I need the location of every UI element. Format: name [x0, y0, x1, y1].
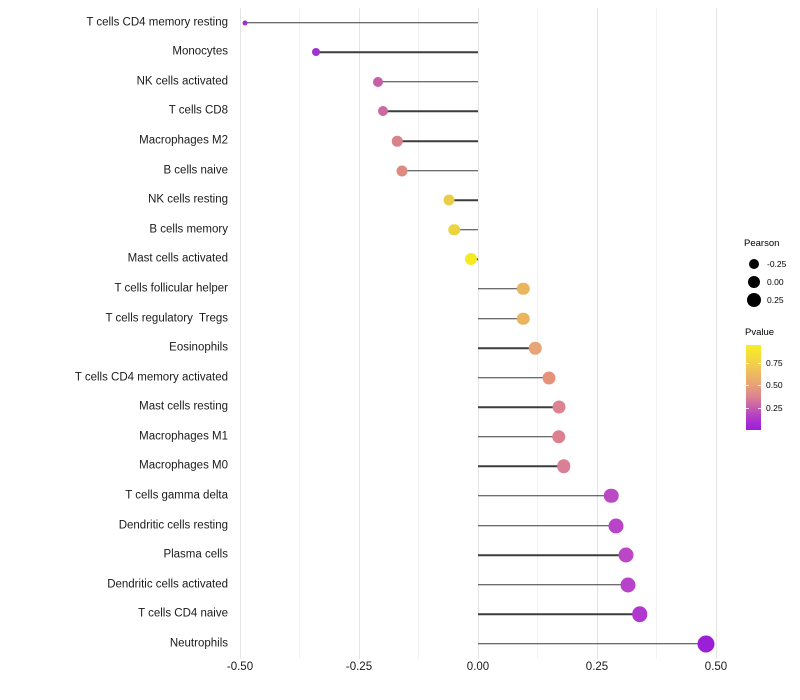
data-dot [552, 400, 566, 414]
category-label: Macrophages M1 [139, 430, 228, 443]
category-label: Macrophages M2 [139, 134, 228, 147]
pvalue-gradient-bar [746, 345, 761, 430]
gradient-tick [746, 384, 749, 386]
category-label: T cells CD4 memory activated [74, 371, 228, 384]
gradient-tick [758, 407, 761, 409]
category-label: Dendritic cells resting [118, 519, 228, 532]
category-label: T cells CD4 naive [138, 607, 228, 620]
gridline-major [477, 8, 479, 659]
stem [449, 199, 478, 201]
category-label: T cells regulatory Tregs [105, 312, 228, 324]
category-label: Mast cells activated [127, 252, 228, 265]
data-dot [697, 635, 715, 653]
gridline-minor [656, 8, 657, 659]
stem [401, 169, 478, 172]
stem [478, 347, 536, 349]
data-dot [396, 165, 408, 177]
stem [478, 406, 559, 408]
gradient-tick [758, 362, 761, 364]
category-label: T cells CD4 memory resting [86, 16, 228, 29]
stem [316, 51, 478, 54]
gradient-tick [746, 407, 749, 409]
gridline-major [596, 8, 598, 659]
data-dot [552, 430, 566, 444]
stem [382, 110, 478, 113]
legend-size-dot [748, 275, 760, 288]
gradient-tick-label: 0.50 [766, 379, 783, 390]
data-dot [632, 606, 648, 623]
stem [478, 288, 524, 290]
x-tick-label: 0.00 [466, 661, 490, 673]
gradient-tick [746, 362, 749, 364]
pearson-legend-title: Pearson [744, 238, 780, 249]
gradient-tick-label: 0.25 [766, 402, 783, 413]
data-dot [608, 518, 624, 534]
data-dot [542, 371, 556, 385]
legend-size-label: -0.25 [767, 258, 787, 269]
category-label: Macrophages M0 [139, 459, 228, 472]
category-label: B cells memory [149, 223, 228, 236]
data-dot [516, 282, 530, 296]
category-label: Neutrophils [169, 637, 228, 650]
category-label: Dendritic cells activated [107, 578, 228, 591]
gridline-major [358, 8, 360, 659]
category-label: Plasma cells [163, 548, 228, 561]
stem [478, 436, 559, 438]
x-tick-label: -0.50 [226, 661, 254, 673]
x-tick-label: -0.25 [345, 661, 373, 673]
category-label: Monocytes [172, 45, 228, 58]
data-dot [604, 488, 619, 504]
data-dot [377, 106, 388, 117]
stem [478, 495, 612, 497]
stem [397, 140, 478, 142]
gridline-major [715, 8, 717, 659]
data-dot [312, 48, 321, 57]
data-dot [620, 577, 636, 593]
data-dot [618, 547, 634, 563]
stem [478, 317, 524, 320]
data-dot [464, 253, 477, 266]
category-label: NK cells activated [136, 75, 228, 88]
gradient-tick [758, 384, 761, 386]
data-dot [373, 76, 384, 87]
data-dot [443, 194, 455, 206]
stem [478, 376, 550, 379]
category-label: Eosinophils [169, 341, 228, 354]
stem [478, 613, 640, 616]
stem [478, 643, 707, 645]
gridline-minor [537, 8, 538, 659]
legend-size-dot [749, 258, 759, 269]
data-dot [556, 459, 571, 474]
category-label: T cells follicular helper [114, 282, 228, 295]
stem [378, 81, 478, 83]
gridline-minor [299, 8, 300, 659]
gradient-tick-label: 0.75 [766, 357, 783, 368]
stem [454, 229, 478, 231]
stem [478, 465, 564, 468]
category-label: T cells gamma delta [125, 489, 228, 502]
x-tick-label: 0.25 [585, 661, 609, 673]
category-label: B cells naive [163, 164, 228, 177]
gridline-major [239, 8, 241, 659]
stem [244, 21, 478, 24]
data-dot [391, 135, 403, 147]
category-label: NK cells resting [148, 193, 228, 206]
category-label: T cells CD8 [168, 104, 228, 117]
legend-size-label: 0.00 [767, 276, 784, 287]
data-dot [528, 341, 542, 355]
x-tick-label: 0.50 [704, 661, 728, 673]
legend-size-label: 0.25 [767, 294, 784, 305]
pvalue-legend-title: Pvalue [745, 327, 775, 338]
data-dot [242, 20, 248, 26]
stem [478, 583, 628, 586]
legend-size-dot [747, 292, 761, 307]
stem [478, 554, 626, 556]
category-label: Mast cells resting [139, 400, 228, 413]
stem [478, 524, 617, 527]
data-dot [516, 312, 530, 325]
gridline-minor [418, 8, 419, 659]
data-dot [448, 224, 460, 236]
